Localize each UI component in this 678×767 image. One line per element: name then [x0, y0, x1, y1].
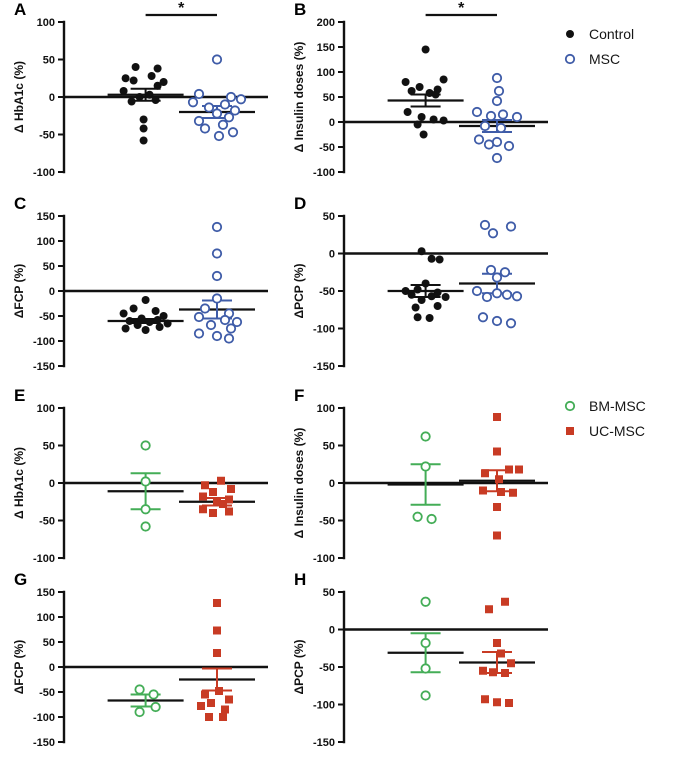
svg-text:-50: -50 — [39, 130, 55, 142]
svg-text:*: * — [178, 2, 185, 17]
panel-b-plot: 200 150 100 50 0 -50 -100 Δ Insulin doses (%) * — [288, 0, 556, 192]
legend-label-bm-msc: BM-MSC — [589, 398, 646, 414]
svg-text:100: 100 — [37, 403, 55, 415]
legend-label-msc: MSC — [589, 51, 621, 67]
legend-label-control: Control — [589, 26, 635, 42]
legend-label-uc-msc: UC-MSC — [589, 423, 645, 439]
panel-g-label: G — [14, 570, 28, 589]
panel-g: G 150 100 50 0 -50 -100 -150 ΔFCP (%) — [8, 570, 276, 762]
panel-b: B 200 150 100 50 0 -50 -100 Δ Insulin doses (%)… — [288, 0, 556, 192]
svg-text:-150: -150 — [33, 737, 55, 749]
panel-e: E 100 50 0 -50 -100 Δ HbA1c (%) — [8, 386, 276, 578]
panel-h-plot: 50 0 -50 -100 -150 ΔPCP (%) — [288, 572, 556, 762]
svg-text:50: 50 — [43, 637, 55, 649]
svg-text:50: 50 — [323, 587, 335, 599]
svg-text:ΔFCP (%): ΔFCP (%) — [12, 640, 26, 694]
svg-text:50: 50 — [43, 441, 55, 453]
svg-text:0: 0 — [329, 117, 335, 129]
svg-text:Δ Insulin doses (%): Δ Insulin doses (%) — [292, 42, 306, 153]
bm-msc-open-circle-icon — [562, 398, 578, 414]
svg-text:0: 0 — [49, 286, 55, 298]
panel-h: H 50 0 -50 -100 -150 ΔPCP (%) — [288, 570, 556, 762]
panel-g-plot: 150 100 50 0 -50 -100 -150 ΔFCP (%) — [8, 572, 276, 762]
control-filled-circle-icon — [562, 26, 578, 42]
panel-a-label: A — [14, 0, 27, 19]
legend-item-msc: MSC — [562, 51, 634, 67]
panel-c-label: C — [14, 194, 27, 213]
svg-text:-50: -50 — [319, 286, 335, 298]
svg-text:100: 100 — [37, 17, 55, 29]
svg-text:0: 0 — [49, 92, 55, 104]
svg-text:-100: -100 — [313, 324, 335, 336]
svg-text:0: 0 — [49, 478, 55, 490]
svg-text:-50: -50 — [39, 687, 55, 699]
svg-text:-50: -50 — [39, 311, 55, 323]
svg-text:50: 50 — [43, 261, 55, 273]
panel-e-label: E — [14, 386, 26, 405]
svg-text:-150: -150 — [33, 361, 55, 373]
svg-text:-100: -100 — [33, 336, 55, 348]
panel-e-plot: 100 50 0 -50 -100 Δ HbA1c (%) — [8, 388, 276, 578]
svg-text:ΔPCP (%): ΔPCP (%) — [292, 263, 306, 318]
panel-d: D 50 0 -50 -100 -150 ΔPCP (%) — [288, 194, 556, 386]
svg-text:150: 150 — [37, 211, 55, 223]
svg-text:-100: -100 — [313, 167, 335, 179]
svg-text:-50: -50 — [319, 662, 335, 674]
svg-text:-100: -100 — [33, 167, 55, 179]
msc-open-circle-icon — [562, 51, 578, 67]
legend-control-msc: Control MSC — [562, 26, 634, 67]
svg-text:150: 150 — [317, 42, 335, 54]
svg-text:50: 50 — [323, 92, 335, 104]
panel-f-plot: 100 50 0 -50 -100 Δ Insulin doses (%) — [288, 388, 556, 578]
svg-text:50: 50 — [323, 441, 335, 453]
panel-a: A 100 50 0 -50 -100 Δ HbA1c (%) * — [8, 0, 276, 192]
svg-text:ΔPCP (%): ΔPCP (%) — [292, 639, 306, 694]
panel-h-label: H — [294, 570, 307, 589]
panel-d-plot: 50 0 -50 -100 -150 ΔPCP (%) — [288, 196, 556, 386]
svg-text:150: 150 — [37, 587, 55, 599]
svg-text:-50: -50 — [319, 516, 335, 528]
svg-text:-100: -100 — [33, 553, 55, 565]
svg-text:-100: -100 — [33, 712, 55, 724]
svg-text:0: 0 — [329, 249, 335, 261]
panel-c-plot: 150 100 50 0 -50 -100 -150 ΔFCP (%) — [8, 196, 276, 386]
panel-b-label: B — [294, 0, 307, 19]
svg-text:ΔFCP (%): ΔFCP (%) — [12, 264, 26, 318]
svg-text:-100: -100 — [313, 553, 335, 565]
svg-text:*: * — [458, 2, 465, 17]
svg-text:Δ HbA1c (%): Δ HbA1c (%) — [12, 61, 26, 133]
svg-text:50: 50 — [323, 211, 335, 223]
svg-text:-50: -50 — [319, 142, 335, 154]
svg-text:-50: -50 — [39, 516, 55, 528]
panel-c: C 150 100 50 0 -50 -100 -150 ΔFCP (%) — [8, 194, 276, 386]
legend-item-uc-msc: UC-MSC — [562, 423, 646, 439]
legend-item-control: Control — [562, 26, 634, 42]
panel-f-label: F — [294, 386, 305, 405]
svg-text:Δ Insulin doses (%): Δ Insulin doses (%) — [292, 428, 306, 539]
svg-text:50: 50 — [43, 55, 55, 67]
svg-text:200: 200 — [317, 17, 335, 29]
svg-text:100: 100 — [317, 67, 335, 79]
panel-f: F 100 50 0 -50 -100 Δ Insulin doses (%) — [288, 386, 556, 578]
panel-d-label: D — [294, 194, 307, 213]
svg-text:0: 0 — [329, 625, 335, 637]
legend-item-bm-msc: BM-MSC — [562, 398, 646, 414]
uc-msc-filled-square-icon — [562, 423, 578, 439]
svg-text:0: 0 — [329, 478, 335, 490]
svg-text:Δ HbA1c (%): Δ HbA1c (%) — [12, 447, 26, 519]
svg-text:-150: -150 — [313, 737, 335, 749]
legend-bm-uc: BM-MSC UC-MSC — [562, 398, 646, 439]
svg-text:-100: -100 — [313, 700, 335, 712]
svg-text:100: 100 — [37, 612, 55, 624]
svg-text:100: 100 — [317, 403, 335, 415]
svg-text:0: 0 — [49, 662, 55, 674]
svg-text:-150: -150 — [313, 361, 335, 373]
svg-text:100: 100 — [37, 236, 55, 248]
panel-a-plot: 100 50 0 -50 -100 Δ HbA1c (%) * — [8, 0, 276, 192]
